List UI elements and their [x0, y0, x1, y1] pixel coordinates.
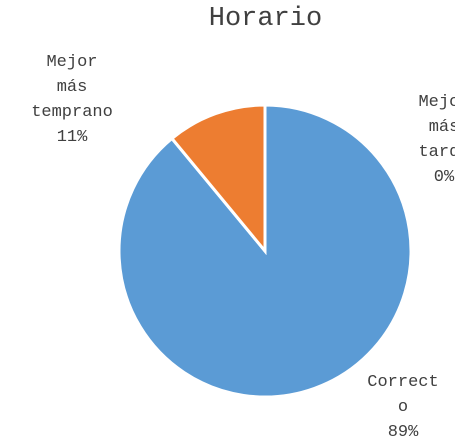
value-label: 89%	[387, 423, 419, 442]
category-label: Correcto	[367, 373, 439, 417]
category-label: Mejor más tarde	[418, 93, 455, 162]
chart-title: Horario	[208, 4, 323, 34]
data-label: Correcto 89%	[364, 370, 442, 445]
pie-slice	[169, 103, 267, 256]
value-label: 0%	[433, 168, 455, 187]
value-label: 11%	[56, 128, 88, 147]
data-label: Mejor más temprano 11%	[28, 50, 116, 150]
data-label: Mejor más tarde 0%	[400, 90, 455, 190]
category-label: Mejor más temprano	[31, 53, 113, 122]
